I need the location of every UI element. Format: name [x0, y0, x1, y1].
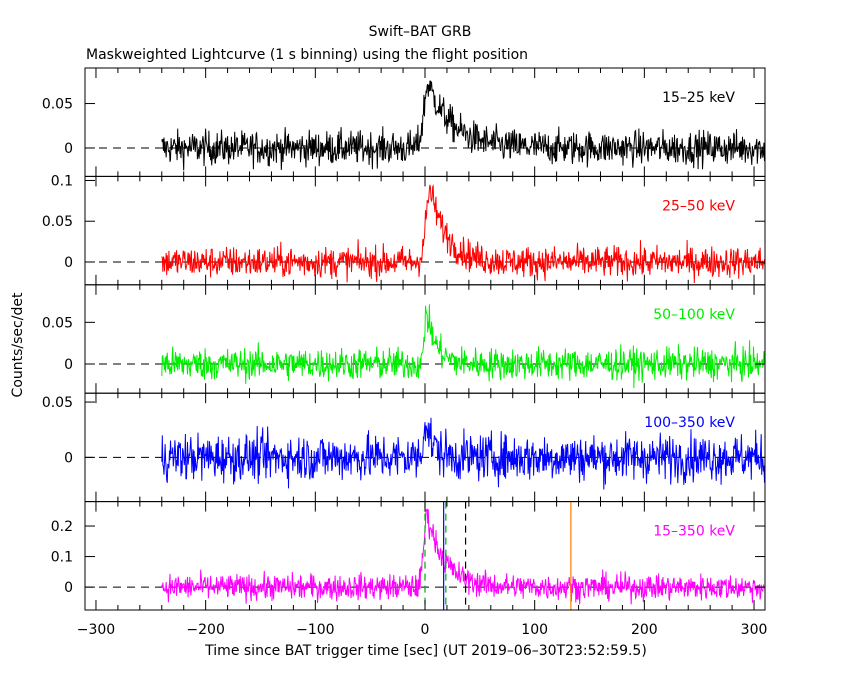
- x-tick-label: 200: [631, 622, 658, 638]
- x-tick-label: 300: [741, 622, 768, 638]
- y-tick-label: 0.05: [42, 214, 73, 230]
- y-tick-label: 0: [64, 357, 73, 373]
- y-tick-label: 0: [64, 580, 73, 596]
- lightcurve-series: [161, 184, 766, 284]
- y-tick-label: 0.05: [42, 395, 73, 411]
- y-tick-label: 0.05: [42, 315, 73, 331]
- y-tick-label: 0.1: [51, 550, 73, 566]
- x-tick-label: 100: [521, 622, 548, 638]
- y-tick-label: 0.1: [51, 173, 73, 189]
- y-tick-label: 0: [64, 141, 73, 157]
- panel-energy-label: 25–50 keV: [662, 198, 735, 214]
- x-tick-label: 0: [421, 622, 430, 638]
- panel-frame: [84, 67, 766, 177]
- x-tick-label: −200: [186, 622, 224, 638]
- panel-energy-label: 100–350 keV: [644, 415, 735, 431]
- panel-energy-label: 15–350 keV: [653, 524, 735, 540]
- lightcurve-series: [161, 508, 766, 605]
- y-tick-label: 0: [64, 255, 73, 271]
- y-axis-label: Counts/sec/det: [10, 292, 26, 397]
- x-tick-label: −100: [296, 622, 334, 638]
- panel-energy-label: 15–25 keV: [662, 90, 735, 106]
- y-tick-label: 0.2: [51, 519, 73, 535]
- y-tick-label: 0: [64, 450, 73, 466]
- chart-subtitle: Maskweighted Lightcurve (1 s binning) us…: [86, 47, 528, 63]
- panels-group: 0 0.05 15–25 keV 0 0.05 0.1 25–50 keV 0 0.05 50–1…: [42, 67, 768, 638]
- lightcurve-series: [161, 79, 766, 171]
- x-tick-label: −300: [77, 622, 115, 638]
- lightcurve-series: [161, 417, 766, 490]
- chart-title: Swift–BAT GRB: [369, 24, 472, 40]
- y-tick-label: 0.05: [42, 97, 73, 113]
- lightcurve-series: [161, 304, 766, 389]
- x-axis-label: Time since BAT trigger time [sec] (UT 20…: [204, 643, 647, 659]
- panel-energy-label: 50–100 keV: [653, 307, 735, 323]
